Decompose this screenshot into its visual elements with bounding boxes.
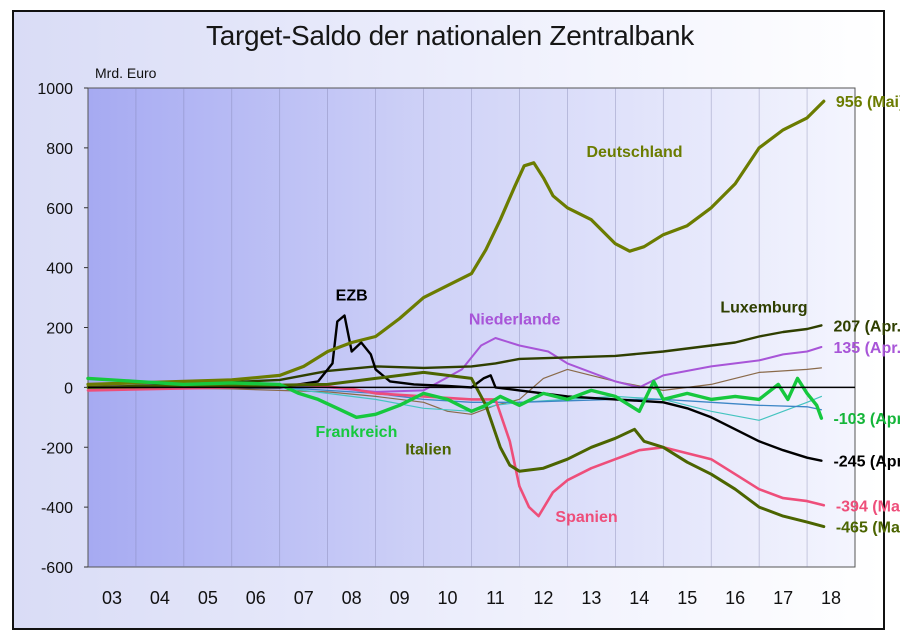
y-tick-label: 0 [64,380,73,397]
annotation-spanien: Spanien [555,509,617,526]
series-line-spanien [86,383,826,518]
series-line-belgien [87,367,823,415]
series-line-italien [86,370,826,529]
x-tick-label: 17 [773,588,793,608]
annotation-niederlande: Niederlande [469,312,561,329]
y-tick-label: 200 [46,321,73,338]
end-label-deutschland: 956 (Mai) [836,94,900,111]
annotation-deutschland: Deutschland [586,144,682,161]
y-tick-label: -600 [41,560,73,577]
end-label-luxemburg: 207 (Apr.) [833,318,900,335]
end-label-italien: -465 (Mai) [836,520,900,537]
x-tick-label: 08 [342,588,362,608]
x-tick-label: 05 [198,588,218,608]
x-tick-label: 18 [821,588,841,608]
annotation-luxemburg: Luxemburg [720,300,807,317]
y-tick-label: 600 [46,201,73,218]
y-tick-label: 800 [46,141,73,158]
annotation-ezb: EZB [336,288,368,305]
x-tick-label: 11 [486,588,505,608]
x-tick-label: 03 [102,588,122,608]
x-tick-label: 09 [390,588,410,608]
end-label-ezb: -245 (Apr.) [833,454,900,471]
annotation-frankreich: Frankreich [316,424,398,441]
x-tick-label: 14 [629,588,649,608]
series-line-portugal [87,386,823,411]
series-line-deutschland [86,99,826,386]
x-tick-label: 15 [677,588,697,608]
x-tick-label: 16 [725,588,745,608]
x-tick-label: 04 [150,588,170,608]
x-tick-label: 12 [533,588,553,608]
series-line-frankreich [86,376,824,420]
y-tick-label: 1000 [37,81,73,98]
y-tick-label: -200 [41,440,73,457]
annotation-italien: Italien [405,442,451,459]
series-line-ezb [86,314,823,462]
x-tick-label: 10 [438,588,458,608]
series-line-luxemburg [86,324,823,389]
series-line-niederlande [87,337,823,393]
chart-title: Target-Saldo der nationalen Zentralbank [206,20,694,51]
end-label-niederlande: 135 (Apr.) [833,340,900,357]
x-tick-label: 06 [246,588,266,608]
y-tick-label: -400 [41,500,73,517]
x-tick-label: 07 [294,588,314,608]
end-label-frankreich: -103 (Apr.) [833,411,900,428]
y-axis-label: Mrd. Euro [95,65,157,81]
y-tick-label: 400 [46,261,73,278]
end-label-spanien: -394 (Mai) [836,498,900,515]
x-tick-label: 13 [581,588,601,608]
